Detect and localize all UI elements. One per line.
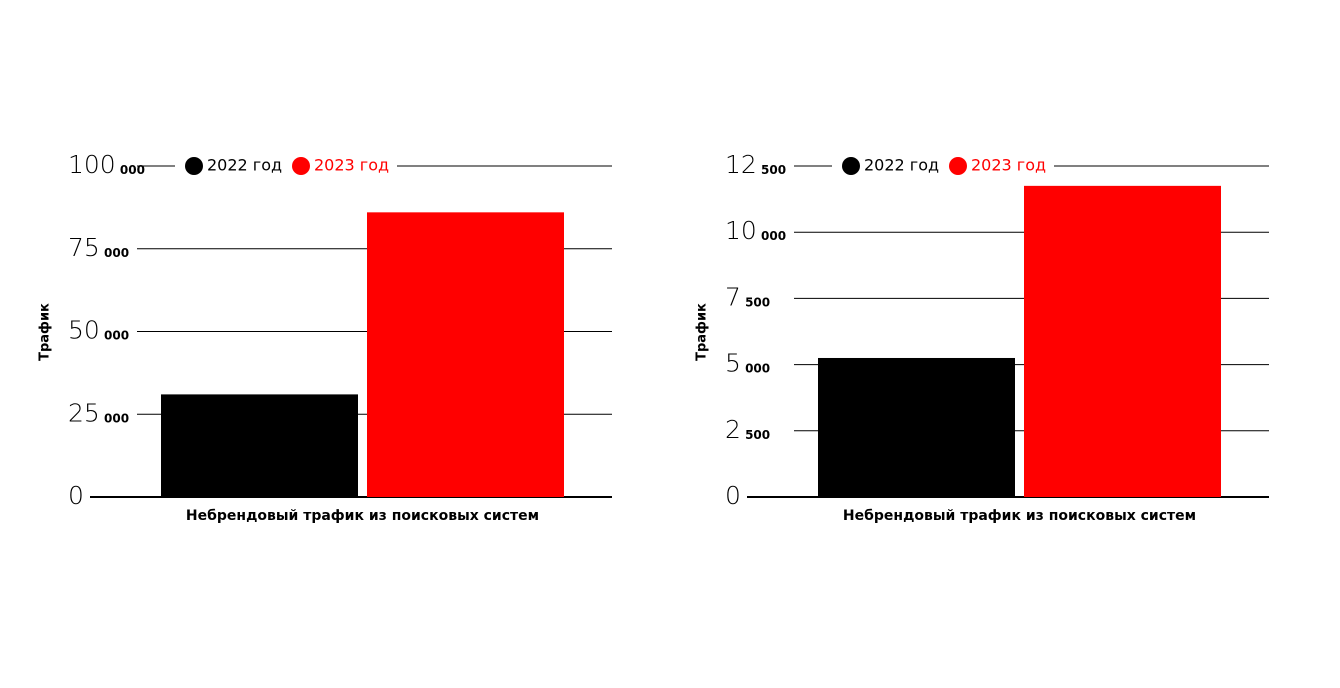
legend-marker [185,157,203,175]
legend-bg [175,154,397,178]
legend-marker [842,157,860,175]
bar [1024,185,1221,498]
legend-label: 2022 год [864,156,939,175]
y-tick-label: 10 000 [725,216,786,245]
y-tick-label: 0 [68,481,84,510]
legend-label: 2023 год [971,156,1046,175]
legend-label: 2023 год [314,156,389,175]
legend-marker [949,157,967,175]
y-tick-label: 5 000 [725,349,770,378]
y-axis-label: Трафик [695,303,710,361]
legend-marker [292,157,310,175]
y-tick-label: 25 000 [68,398,129,427]
bar [367,212,564,497]
y-tick-label: 7 500 [725,282,770,311]
y-tick-label: 100 000 [68,150,145,179]
y-tick-label: 0 [725,481,741,510]
legend-label: 2022 год [207,156,282,175]
x-tick-label: Небрендовый трафик из поисковых систем [186,508,539,524]
legend-bg [832,154,1054,178]
y-tick-label: 2 500 [725,415,770,444]
y-tick-label: 75 000 [68,233,129,262]
y-tick-label: 12 500 [725,150,786,179]
legend: 2022 год 2023 год [832,154,1054,178]
y-tick-label: 50 000 [68,316,129,345]
legend: 2022 год 2023 год [175,154,397,178]
bar [161,394,358,497]
x-tick-label: Небрендовый трафик из поисковых систем [843,508,1196,524]
bar [818,357,1015,497]
y-axis-label: Трафик [38,303,53,361]
